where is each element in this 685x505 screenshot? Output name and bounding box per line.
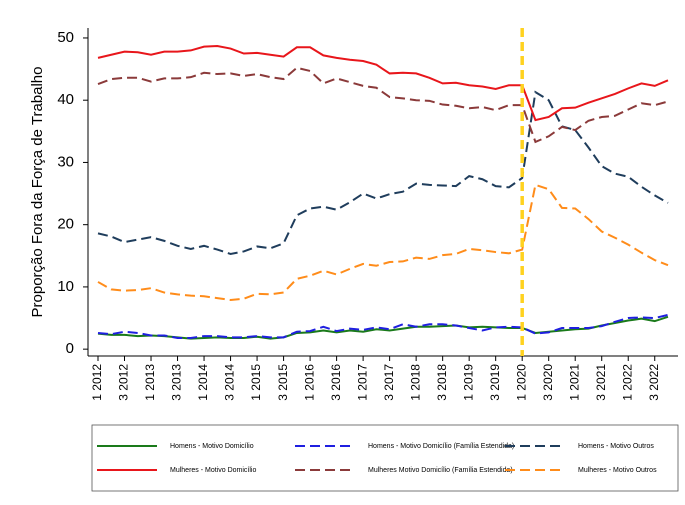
x-tick-label: 1 2020 (514, 364, 528, 401)
y-tick-label: 0 (66, 340, 74, 357)
y-tick-label: 30 (57, 153, 74, 170)
legend-box (91, 424, 679, 492)
series-line (97, 183, 669, 301)
x-tick-label: 1 2015 (249, 364, 263, 401)
series-line (97, 66, 669, 144)
legend-label: Mulheres - Motivo Outros (578, 467, 657, 474)
x-tick-label: 1 2018 (408, 364, 422, 401)
x-tick-label: 3 2021 (594, 364, 608, 401)
x-tick-label: 1 2012 (90, 364, 104, 401)
y-tick-label: 40 (57, 91, 74, 108)
x-tick-label: 3 2019 (488, 364, 502, 401)
x-tick-label: 3 2022 (647, 364, 661, 401)
x-tick-label: 3 2020 (541, 364, 555, 401)
y-tick-label: 20 (57, 216, 74, 233)
x-tick-label: 3 2013 (170, 364, 184, 401)
legend-label: Homens - Motivo Domicílio (170, 443, 254, 450)
x-tick-label: 1 2019 (461, 364, 475, 401)
x-tick-label: 1 2014 (196, 364, 210, 401)
y-tick-label: 10 (57, 278, 74, 295)
x-tick-label: 1 2022 (620, 364, 634, 401)
x-tick-label: 3 2018 (435, 364, 449, 401)
series-line (97, 313, 669, 339)
y-axis-title: Proporção Fora da Força de Trabalho (29, 67, 46, 318)
series-line (97, 90, 669, 255)
x-tick-label: 3 2016 (329, 364, 343, 401)
x-tick-label: 1 2017 (355, 364, 369, 401)
x-tick-label: 1 2013 (143, 364, 157, 401)
legend-label: Homens - Motivo Domicílio (Família Esten… (368, 443, 514, 450)
x-tick-label: 1 2016 (302, 364, 316, 401)
legend-label: Homens - Motivo Outros (578, 443, 654, 450)
x-tick-label: 3 2014 (223, 364, 237, 401)
x-tick-label: 1 2021 (567, 364, 581, 401)
legend-label: Mulheres - Motivo Domicílio (170, 467, 256, 474)
x-tick-label: 3 2015 (276, 364, 290, 401)
x-tick-label: 3 2017 (382, 364, 396, 401)
legend-label: Mulheres Motivo Domicílio (Família Esten… (368, 467, 513, 474)
y-tick-label: 50 (57, 29, 74, 46)
series-line (97, 45, 669, 122)
x-tick-label: 3 2012 (117, 364, 131, 401)
